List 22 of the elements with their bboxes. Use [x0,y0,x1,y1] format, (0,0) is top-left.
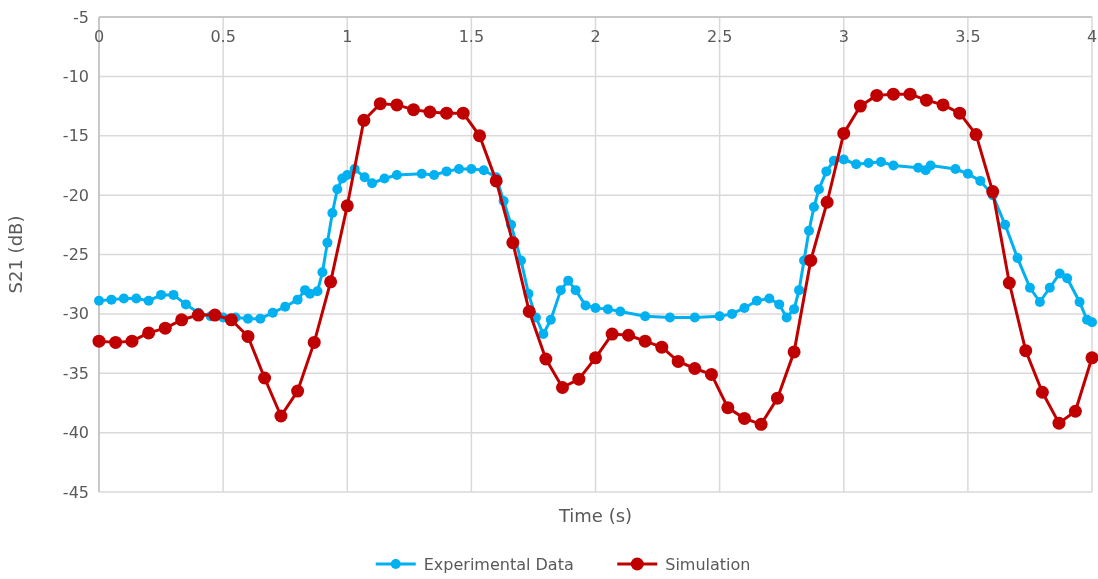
y-tick-label: -45 [62,482,89,502]
x-tick-label: 3 [838,27,849,46]
y-tick-label: -25 [62,245,89,265]
legend-label: Experimental Data [423,554,574,574]
y-tick-label: -15 [62,126,89,146]
y-tick-label: -20 [62,185,89,205]
x-axis-title: Time (s) [557,505,633,526]
x-tick-label: 1.5 [458,27,485,46]
legend-label: Simulation [665,554,751,574]
x-tick-label: 2.5 [706,27,733,46]
x-tick-label: 3.5 [955,27,981,46]
y-tick-label: -30 [62,304,89,324]
y-tick-label: -35 [62,363,89,383]
x-tick-label: 2 [590,27,601,46]
x-tick-label: 4 [1086,27,1098,46]
x-tick-label: 0.5 [210,27,236,46]
y-axis-title: S21 (dB) [5,215,26,294]
x-tick-label: 0 [93,27,105,46]
y-tick-label: -5 [73,7,89,27]
y-tick-label: -40 [62,423,89,443]
x-tick-label: 1 [342,27,353,46]
y-tick-label: -10 [62,66,89,86]
